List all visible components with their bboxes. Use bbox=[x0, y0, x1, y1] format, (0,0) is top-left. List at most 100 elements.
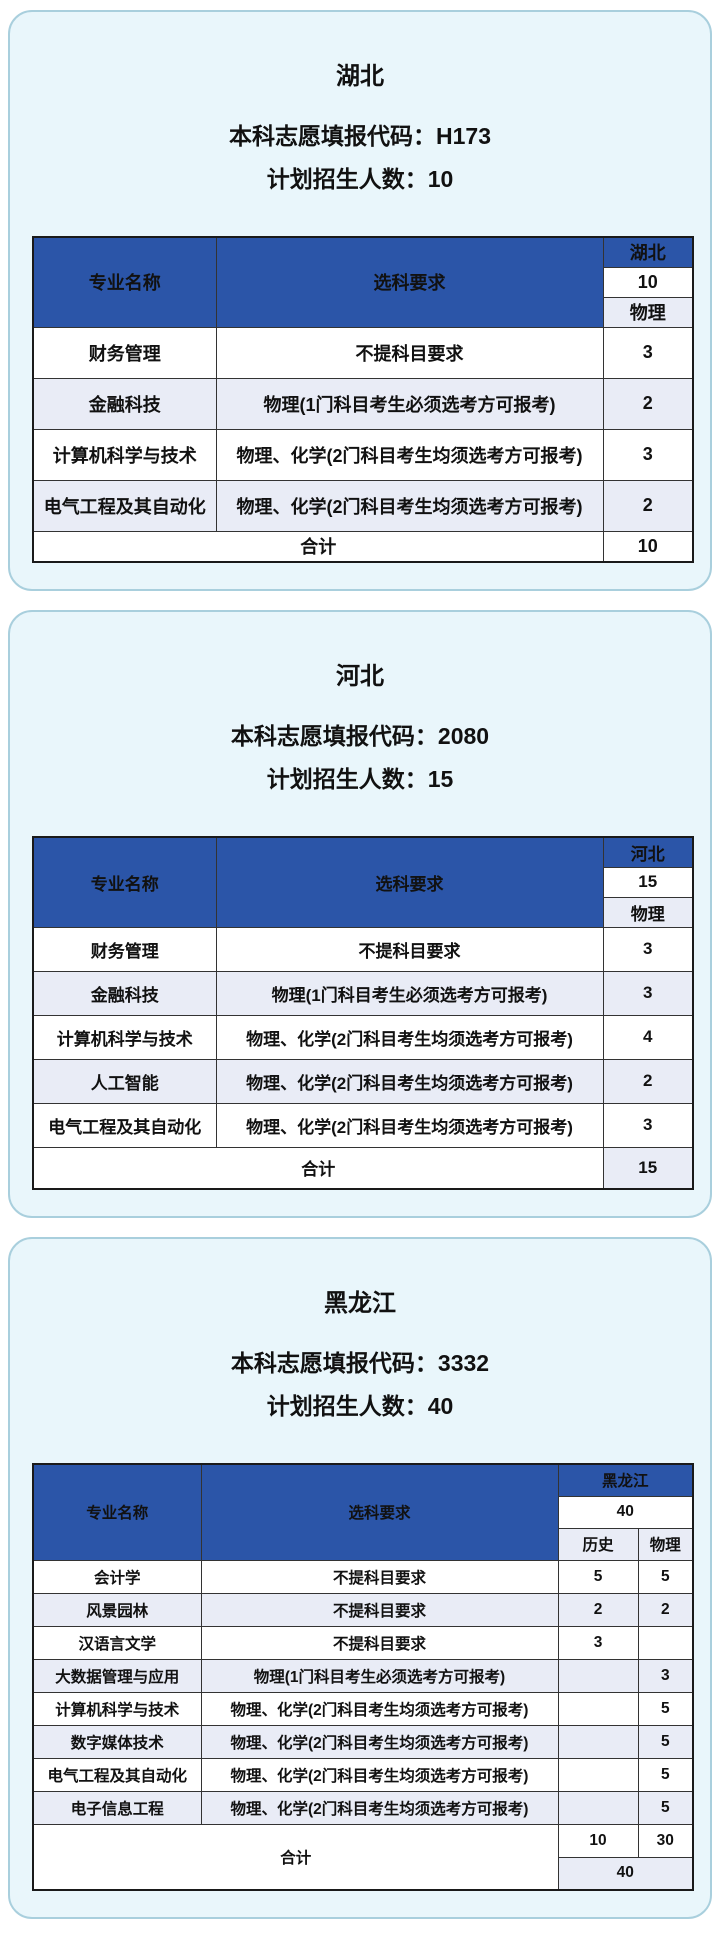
count-cell: 5 bbox=[637, 1757, 694, 1792]
requirement-cell: 物理(1门科目考生必须选考方可报考) bbox=[215, 377, 604, 430]
count-cell bbox=[557, 1691, 639, 1726]
count-cell: 3 bbox=[602, 326, 694, 379]
count-cell: 3 bbox=[602, 970, 694, 1016]
requirement-cell: 不提科目要求 bbox=[200, 1625, 559, 1660]
count-cell: 3 bbox=[637, 1658, 694, 1693]
province-title: 河北 bbox=[336, 663, 384, 690]
table-row: 风景园林 不提科目要求 2 2 bbox=[32, 1592, 694, 1627]
count-cell: 2 bbox=[602, 1058, 694, 1104]
count-cell: 3 bbox=[557, 1625, 639, 1660]
province-card-heilongjiang: 黑龙江 本科志愿填报代码：3332 计划招生人数：40 专业名称 选科要求 黑龙江 4… bbox=[8, 1237, 712, 1919]
count-cell: 5 bbox=[557, 1559, 639, 1594]
table-row: 大数据管理与应用 物理(1门科目考生必须选考方可报考) 3 bbox=[32, 1658, 694, 1693]
table-row: 计算机科学与技术 物理、化学(2门科目考生均须选考方可报考) 5 bbox=[32, 1691, 694, 1726]
requirement-cell: 不提科目要求 bbox=[200, 1592, 559, 1627]
table-row: 金融科技 物理(1门科目考生必须选考方可报考) 3 bbox=[32, 970, 694, 1016]
total-count-cell: 30 bbox=[637, 1823, 694, 1858]
total-row: 合计 10 30 bbox=[32, 1823, 694, 1891]
table-header-row: 专业名称 选科要求 湖北 bbox=[32, 236, 694, 328]
count-cell bbox=[557, 1724, 639, 1759]
grand-total-cell: 40 bbox=[557, 1856, 694, 1891]
count-cell bbox=[557, 1790, 639, 1825]
province-card-hebei: 河北 本科志愿填报代码：2080 计划招生人数：15 专业名称 选科要求 河北 15 物… bbox=[8, 610, 712, 1218]
col-header-requirement: 选科要求 bbox=[215, 836, 604, 928]
province-title: 湖北 bbox=[336, 63, 384, 90]
col-header-major: 专业名称 bbox=[32, 1463, 202, 1561]
count-cell: 5 bbox=[637, 1790, 694, 1825]
requirement-cell: 物理、化学(2门科目考生均须选考方可报考) bbox=[215, 1014, 604, 1060]
major-cell: 电气工程及其自动化 bbox=[32, 1757, 202, 1792]
count-cell: 5 bbox=[637, 1559, 694, 1594]
count-cell: 2 bbox=[602, 479, 694, 532]
total-count-cell: 15 bbox=[602, 866, 694, 898]
table-header-row: 历史 物理 bbox=[33, 1527, 694, 1561]
admission-plan-table: 专业名称 选科要求 河北 15 物理 财务管理 不提科目要求 3 金融科技 物理(1门科目考生必须… bbox=[32, 836, 694, 1190]
province-title: 黑龙江 bbox=[324, 1290, 396, 1317]
table-header-row: 专业名称 选科要求 河北 bbox=[32, 836, 694, 928]
application-code-text: 本科志愿填报代码：3332 bbox=[230, 1350, 490, 1376]
total-row: 合计 15 bbox=[32, 1146, 694, 1190]
admission-plan-table: 专业名称 选科要求 黑龙江 40 历史 物理 会计学 不提科目要求 5 5 风景园林 不提科目要求 2 2… bbox=[32, 1463, 695, 1891]
table-row: 金融科技 物理(1门科目考生必须选考方可报考) 2 bbox=[32, 377, 694, 430]
total-row: 合计 10 bbox=[32, 530, 694, 563]
table-header-row: 10 bbox=[33, 266, 694, 298]
major-cell: 电气工程及其自动化 bbox=[32, 479, 217, 532]
major-cell: 金融科技 bbox=[32, 970, 217, 1016]
major-cell: 会计学 bbox=[32, 1559, 202, 1594]
requirement-cell: 物理(1门科目考生必须选考方可报考) bbox=[200, 1658, 559, 1693]
count-cell: 3 bbox=[602, 926, 694, 972]
table-row: 计算机科学与技术 物理、化学(2门科目考生均须选考方可报考) 3 bbox=[32, 428, 694, 481]
col-header-requirement: 选科要求 bbox=[215, 236, 604, 328]
count-cell: 2 bbox=[637, 1592, 694, 1627]
requirement-cell: 物理(1门科目考生必须选考方可报考) bbox=[215, 970, 604, 1016]
table-header-row: 40 bbox=[33, 1495, 694, 1529]
table-row: 电气工程及其自动化 物理、化学(2门科目考生均须选考方可报考) 2 bbox=[32, 479, 694, 532]
table-row: 财务管理 不提科目要求 3 bbox=[32, 326, 694, 379]
count-cell bbox=[637, 1625, 694, 1660]
table-header-row: 专业名称 选科要求 黑龙江 bbox=[32, 1463, 694, 1561]
enrollment-plan-text: 计划招生人数：15 bbox=[266, 766, 454, 792]
track-header-cell: 历史 bbox=[557, 1527, 639, 1561]
province-header-cell: 黑龙江 bbox=[557, 1463, 694, 1497]
requirement-cell: 物理、化学(2门科目考生均须选考方可报考) bbox=[215, 1102, 604, 1148]
major-cell: 计算机科学与技术 bbox=[32, 1014, 217, 1060]
count-cell: 4 bbox=[602, 1014, 694, 1060]
enrollment-plan-text: 计划招生人数：10 bbox=[266, 166, 454, 192]
major-cell: 计算机科学与技术 bbox=[32, 428, 217, 481]
count-cell: 3 bbox=[602, 1102, 694, 1148]
requirement-cell: 物理、化学(2门科目考生均须选考方可报考) bbox=[200, 1691, 559, 1726]
requirement-cell: 不提科目要求 bbox=[215, 926, 604, 972]
table-row: 电气工程及其自动化 物理、化学(2门科目考生均须选考方可报考) 3 bbox=[32, 1102, 694, 1148]
major-cell: 数字媒体技术 bbox=[32, 1724, 202, 1759]
total-row-label: 合计 bbox=[32, 1146, 604, 1190]
count-cell bbox=[557, 1757, 639, 1792]
major-cell: 电气工程及其自动化 bbox=[32, 1102, 217, 1148]
requirement-cell: 不提科目要求 bbox=[200, 1559, 559, 1594]
major-cell: 财务管理 bbox=[32, 926, 217, 972]
major-cell: 计算机科学与技术 bbox=[32, 1691, 202, 1726]
major-cell: 大数据管理与应用 bbox=[32, 1658, 202, 1693]
table-row: 电气工程及其自动化 物理、化学(2门科目考生均须选考方可报考) 5 bbox=[32, 1757, 694, 1792]
major-cell: 财务管理 bbox=[32, 326, 217, 379]
total-row-label: 合计 bbox=[32, 1823, 559, 1891]
major-cell: 风景园林 bbox=[32, 1592, 202, 1627]
major-cell: 汉语言文学 bbox=[32, 1625, 202, 1660]
total-count-cell: 10 bbox=[557, 1823, 639, 1858]
count-cell bbox=[557, 1658, 639, 1693]
province-card-hubei: 湖北 本科志愿填报代码：H173 计划招生人数：10 专业名称 选科要求 湖北 10 物… bbox=[8, 10, 712, 591]
track-header-cell: 物理 bbox=[637, 1527, 694, 1561]
total-count-cell: 40 bbox=[557, 1495, 694, 1529]
requirement-cell: 物理、化学(2门科目考生均须选考方可报考) bbox=[200, 1790, 559, 1825]
requirement-cell: 物理、化学(2门科目考生均须选考方可报考) bbox=[215, 428, 604, 481]
requirement-cell: 不提科目要求 bbox=[215, 326, 604, 379]
col-header-requirement: 选科要求 bbox=[200, 1463, 559, 1561]
total-count-cell: 10 bbox=[602, 266, 694, 298]
requirement-cell: 物理、化学(2门科目考生均须选考方可报考) bbox=[215, 479, 604, 532]
table-row: 计算机科学与技术 物理、化学(2门科目考生均须选考方可报考) 4 bbox=[32, 1014, 694, 1060]
requirement-cell: 物理、化学(2门科目考生均须选考方可报考) bbox=[215, 1058, 604, 1104]
application-code-text: 本科志愿填报代码：H173 bbox=[229, 123, 491, 149]
table-row: 财务管理 不提科目要求 3 bbox=[32, 926, 694, 972]
enrollment-plan-text: 计划招生人数：40 bbox=[266, 1393, 454, 1419]
requirement-cell: 物理、化学(2门科目考生均须选考方可报考) bbox=[200, 1724, 559, 1759]
province-header-cell: 湖北 bbox=[602, 236, 694, 268]
